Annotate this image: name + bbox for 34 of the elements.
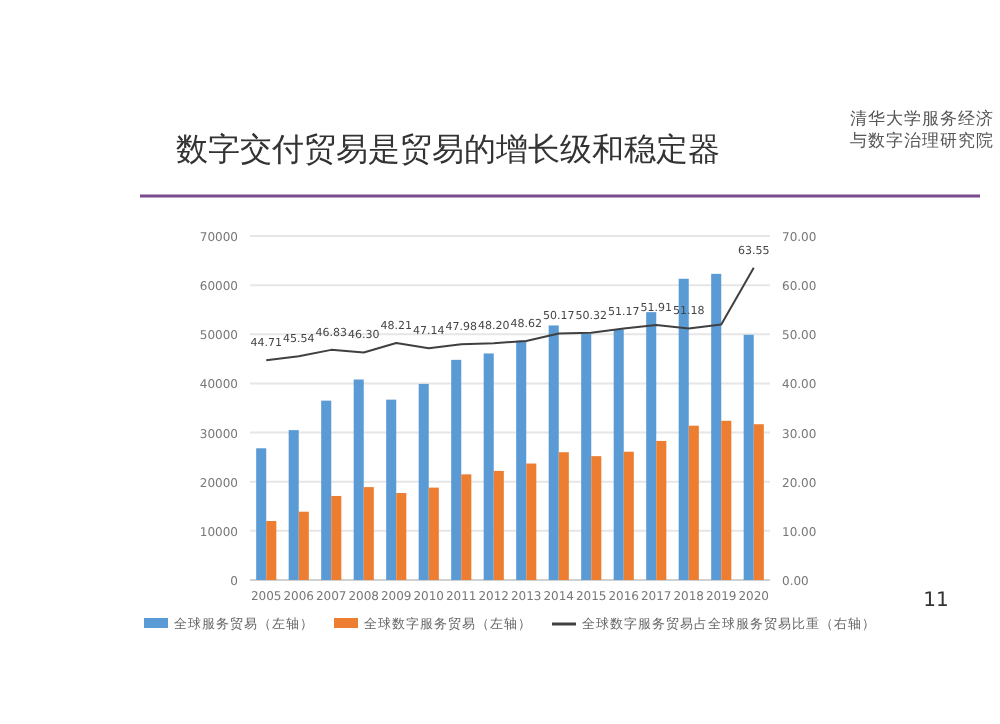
bar: [753, 424, 764, 580]
bar: [548, 325, 559, 580]
bar: [428, 487, 439, 580]
bar: [321, 400, 332, 580]
bar: [451, 359, 462, 580]
bar: [396, 493, 407, 580]
bar: [591, 456, 602, 580]
bar: [526, 463, 537, 580]
bar: [516, 340, 527, 580]
bar: [613, 329, 624, 580]
bar: [483, 353, 494, 580]
bar: [688, 425, 699, 580]
bar: [656, 440, 667, 580]
bar: [581, 333, 592, 580]
bar: [363, 487, 374, 580]
bar: [418, 383, 429, 580]
text: 清华大学服务经济与数字治理研究院: [850, 108, 994, 152]
bar: [266, 521, 277, 580]
bar: [288, 430, 299, 580]
bar: [461, 474, 472, 580]
bar: [256, 448, 267, 580]
bar: [558, 452, 569, 580]
bar: [743, 334, 754, 580]
bar: [298, 511, 309, 580]
bar: [331, 495, 342, 580]
bar: [711, 273, 722, 580]
bar: [353, 379, 364, 580]
text: 11: [923, 590, 949, 612]
bar: [386, 399, 397, 580]
chart-title: 数字交付贸易是贸易的增长级和稳定器: [176, 130, 720, 168]
bar: [623, 451, 634, 580]
bar: [721, 420, 732, 580]
bar: [493, 470, 504, 580]
bar: [646, 312, 657, 580]
